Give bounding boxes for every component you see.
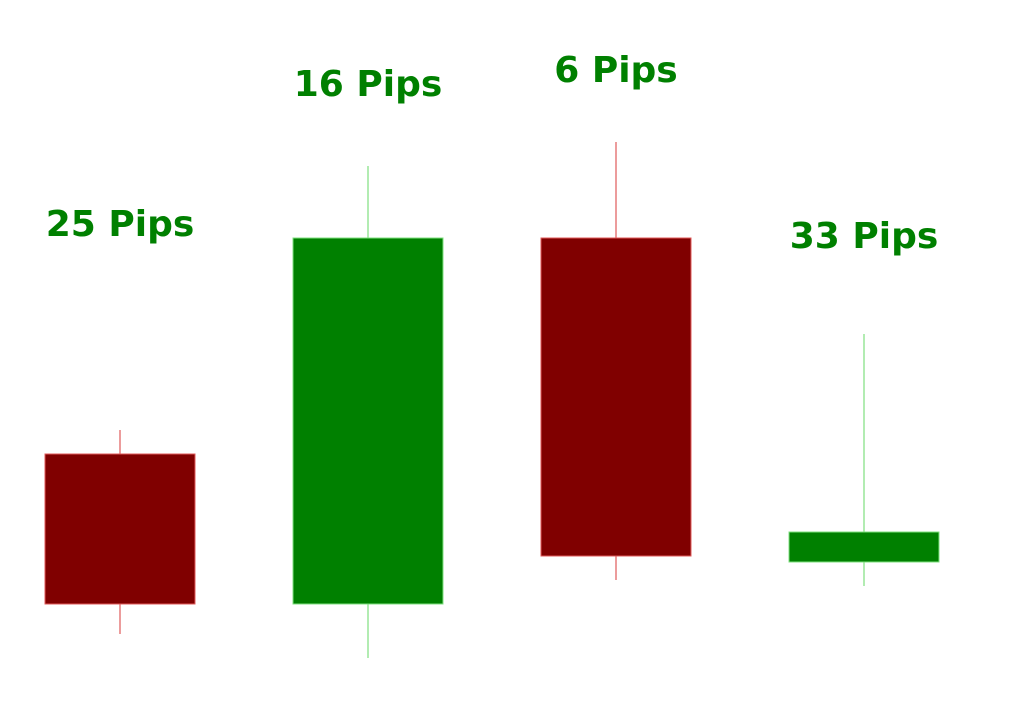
candle-1 xyxy=(44,430,196,634)
candles-layer xyxy=(44,142,940,658)
candle-2-body xyxy=(292,237,444,605)
candle-1-pip-label: 25 Pips xyxy=(46,204,195,245)
candle-4-body xyxy=(788,531,940,563)
candle-1-body xyxy=(44,453,196,605)
candle-3-pip-label: 6 Pips xyxy=(554,50,678,91)
candle-2 xyxy=(292,166,444,658)
pip-labels: 25 Pips 16 Pips 6 Pips 33 Pips xyxy=(46,50,939,257)
candle-2-pip-label: 16 Pips xyxy=(294,64,443,105)
candle-3 xyxy=(540,142,692,580)
candle-4 xyxy=(788,334,940,586)
candle-3-body xyxy=(540,237,692,557)
candle-4-pip-label: 33 Pips xyxy=(790,216,939,257)
